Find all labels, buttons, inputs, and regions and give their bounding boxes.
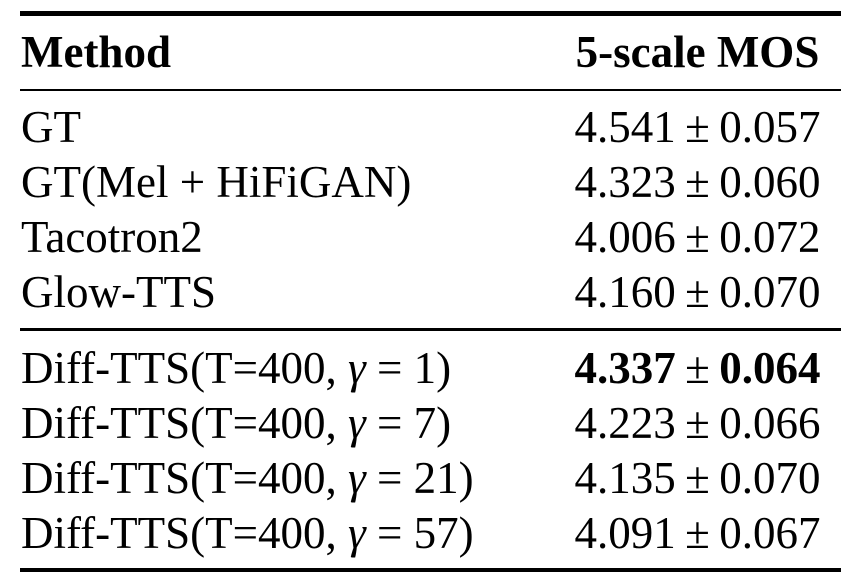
method-label-suffix: = 7) — [365, 397, 452, 448]
mos-cell: 4.223 ±0.066 — [554, 396, 841, 451]
header-rule — [20, 88, 841, 91]
mos-error: 0.060 — [719, 157, 821, 207]
method-label-suffix: = 57) — [365, 507, 474, 558]
plus-minus-sign: ± — [685, 397, 710, 448]
method-label: Diff-TTS(T=400, — [21, 397, 348, 448]
mos-error: 0.072 — [719, 212, 821, 262]
plus-minus-sign: ± — [685, 212, 710, 262]
table-row: Diff-TTS(T=400, γ = 7) 4.223 ±0.066 — [20, 396, 841, 451]
gamma-symbol: γ — [348, 507, 366, 558]
difftts-methods-section: Diff-TTS(T=400, γ = 1) 4.337 ±0.064 Diff-… — [20, 331, 841, 568]
method-cell: Diff-TTS(T=400, γ = 21) — [20, 451, 554, 506]
mos-error: 0.070 — [719, 452, 821, 503]
column-header-mos: 5-scale MOS — [575, 26, 820, 77]
mos-results-table: Method 5-scale MOS GT 4.541 ±0.057 GT(Mel… — [20, 11, 841, 572]
method-label: Diff-TTS(T=400, — [21, 452, 348, 503]
mos-error: 0.066 — [719, 397, 821, 448]
table-header-row: Method 5-scale MOS — [20, 16, 841, 89]
mos-value: 4.160 — [574, 267, 676, 317]
column-header-method: Method — [21, 26, 171, 77]
method-cell: Diff-TTS(T=400, γ = 1) — [20, 341, 554, 396]
mos-value: 4.135 — [574, 452, 676, 503]
section-divider-rule — [20, 328, 841, 331]
method-label-suffix: = 1) — [365, 342, 452, 393]
method-cell: GT — [21, 102, 81, 152]
table-row: GT 4.541 ±0.057 — [20, 100, 841, 155]
mos-value: 4.323 — [574, 157, 676, 207]
plus-minus-sign: ± — [685, 342, 710, 393]
gamma-symbol: γ — [348, 452, 366, 503]
mos-cell: 4.541 ±0.057 — [554, 100, 841, 155]
mos-cell: 4.091 ±0.067 — [554, 506, 841, 561]
mos-cell: 4.160 ±0.070 — [554, 265, 841, 320]
method-cell: Tacotron2 — [21, 212, 203, 262]
table-row: Diff-TTS(T=400, γ = 1) 4.337 ±0.064 — [20, 341, 841, 396]
mos-error: 0.070 — [719, 267, 821, 317]
table-row: Diff-TTS(T=400, γ = 57) 4.091 ±0.067 — [20, 506, 841, 561]
mos-value: 4.223 — [574, 397, 676, 448]
table-row: Tacotron2 4.006 ±0.072 — [20, 210, 841, 265]
mos-error: 0.064 — [719, 342, 821, 393]
mos-error: 0.067 — [719, 507, 821, 558]
plus-minus-sign: ± — [685, 507, 710, 558]
mos-cell: 4.323 ±0.060 — [554, 155, 841, 210]
plus-minus-sign: ± — [685, 157, 710, 207]
mos-value: 4.541 — [574, 102, 676, 152]
method-label: Diff-TTS(T=400, — [21, 507, 348, 558]
mos-value: 4.337 — [574, 342, 676, 393]
mos-cell-best: 4.337 ±0.064 — [554, 341, 841, 396]
mos-value: 4.091 — [574, 507, 676, 558]
mos-error: 0.057 — [719, 102, 821, 152]
table-row: Glow-TTS 4.160 ±0.070 — [20, 265, 841, 320]
method-cell: Diff-TTS(T=400, γ = 7) — [20, 396, 554, 451]
method-cell: Diff-TTS(T=400, γ = 57) — [20, 506, 554, 561]
mos-value: 4.006 — [574, 212, 676, 262]
method-label: Diff-TTS(T=400, — [21, 342, 348, 393]
method-label-suffix: = 21) — [365, 452, 474, 503]
method-cell: Glow-TTS — [21, 267, 216, 317]
mos-cell: 4.006 ±0.072 — [554, 210, 841, 265]
table-row: GT(Mel + HiFiGAN) 4.323 ±0.060 — [20, 155, 841, 210]
bottom-rule — [20, 567, 841, 572]
baseline-methods-section: GT 4.541 ±0.057 GT(Mel + HiFiGAN) 4.323 ±0… — [20, 91, 841, 328]
plus-minus-sign: ± — [685, 267, 710, 317]
mos-cell: 4.135 ±0.070 — [554, 451, 841, 506]
table-row: Diff-TTS(T=400, γ = 21) 4.135 ±0.070 — [20, 451, 841, 506]
gamma-symbol: γ — [348, 342, 366, 393]
plus-minus-sign: ± — [685, 102, 710, 152]
gamma-symbol: γ — [348, 397, 366, 448]
method-cell: GT(Mel + HiFiGAN) — [21, 157, 412, 207]
top-rule — [20, 11, 841, 16]
plus-minus-sign: ± — [685, 452, 710, 503]
